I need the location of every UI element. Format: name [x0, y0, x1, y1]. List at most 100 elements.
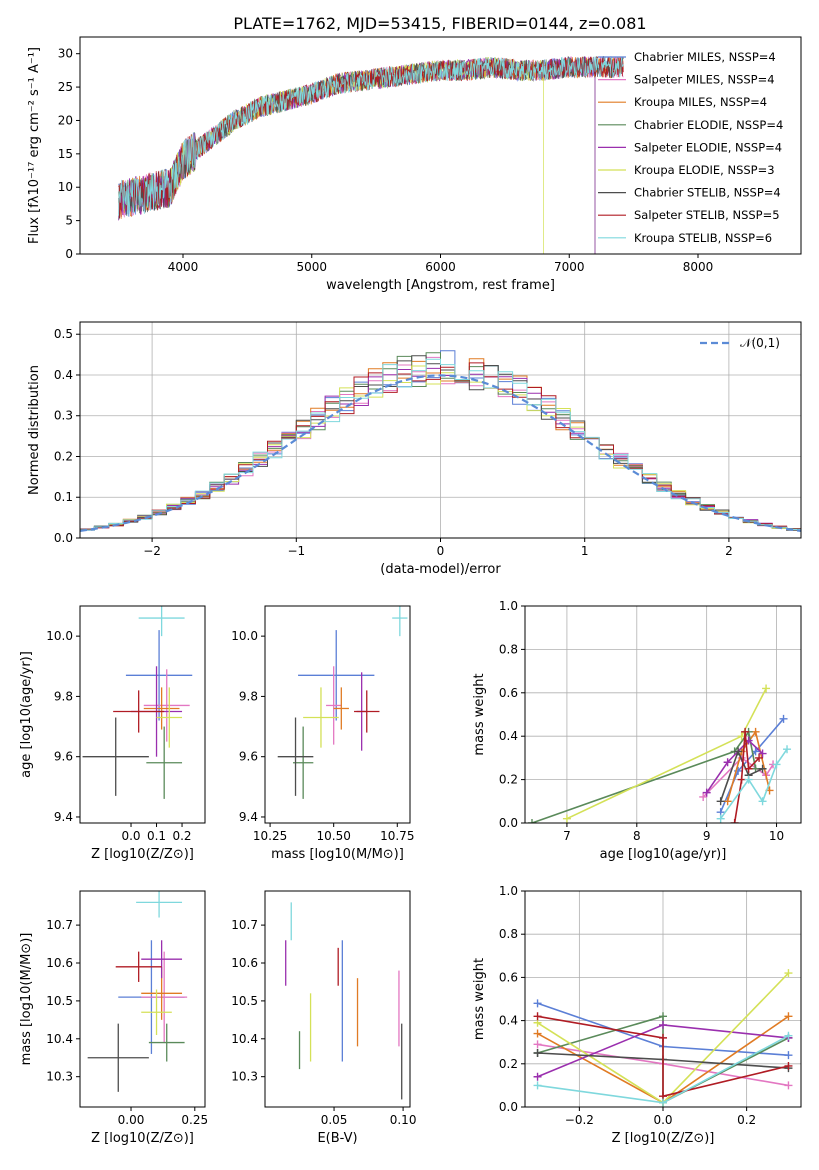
- ticks: −2 −1 0 1 2 0.0 0.1 0.2 0.3 0.4 0.5: [54, 327, 733, 558]
- spectrum-panel: 4000 5000 6000 7000 8000 0 5 10 15 20 25 30 waveleng…: [27, 36, 802, 293]
- y-tick-label: 10.4: [46, 1032, 73, 1046]
- y-tick-label: 9.8: [54, 689, 73, 703]
- y-tick-label: 0: [65, 247, 73, 261]
- x-tick-label: 7000: [554, 260, 585, 274]
- legend-label: Kroupa MILES, NSSP=4: [634, 95, 767, 109]
- massweight-marker-SalpeterSTELIB: [755, 753, 764, 762]
- massweight-marker-SalpeterMILES: [533, 1040, 542, 1049]
- legend-label: Kroupa STELIB, NSSP=6: [634, 231, 772, 245]
- massweight-marker-SalpeterMILES: [699, 792, 708, 801]
- massweight-marker-KroupaSTELIB: [744, 775, 753, 784]
- x-axis-label: Z [log10(Z/Z⊙)]: [91, 847, 194, 862]
- x-tick-label: 4000: [168, 260, 199, 274]
- x-tick-label: 9: [703, 829, 711, 843]
- y-tick-label: 9.8: [239, 689, 258, 703]
- x-axis-label: age [log10(age/yr)]: [600, 847, 727, 862]
- plot-area: [527, 684, 792, 823]
- y-tick-label: 0.8: [499, 642, 518, 656]
- ticks: 0.05 0.10 10.3 10.4 10.5 10.6 10.7: [231, 918, 416, 1127]
- massweight-marker-KroupaSTELIB: [533, 1081, 542, 1090]
- x-tick-label: 7: [563, 829, 571, 843]
- massweight-marker-SalpeterSTELIB: [659, 1033, 667, 1042]
- legend-label: Kroupa ELODIE, NSSP=3: [634, 163, 775, 177]
- spectrum-line-KroupaSTELIB: [118, 56, 624, 217]
- ticks: 7 8 9 10 0.0 0.2 0.4 0.6 0.8 1.0: [499, 599, 784, 843]
- legend-label: Chabrier STELIB, NSSP=4: [634, 186, 781, 200]
- massweight-marker-KroupaSTELIB: [784, 1031, 793, 1040]
- ticks: −0.2 0.0 0.2 0.0 0.2 0.4 0.6 0.8 1.0: [499, 884, 756, 1127]
- y-tick-label: 9.4: [239, 810, 258, 824]
- y-axis-label: age [log10(age/yr)]: [19, 651, 34, 778]
- x-tick-label: −0.2: [565, 1113, 594, 1127]
- x-tick-label: 0.2: [172, 829, 191, 843]
- x-axis-label: E(B-V): [317, 1131, 357, 1146]
- legend-label: Salpeter MILES, NSSP=4: [634, 73, 775, 87]
- x-tick-label: 10.75: [380, 829, 414, 843]
- x-tick-label: 0.00: [118, 1113, 145, 1127]
- spectrum-line-KroupaELODIE: [169, 57, 544, 254]
- mass-vs-metallicity-panel: 0.00 0.25 10.3 10.4 10.5 10.6 10.7 Z [log10(Z/Z…: [19, 890, 208, 1146]
- y-tick-label: 10.7: [231, 918, 258, 932]
- massweight-vs-age-panel: 7 8 9 10 0.0 0.2 0.4 0.6 0.8 1.0 age [log10(age/yr…: [472, 599, 802, 862]
- y-axis-label: Flux [fλ10⁻¹⁷ erg cm⁻² s⁻¹ A⁻¹]: [27, 47, 42, 244]
- massweight-marker-KroupaSTELIB: [783, 745, 792, 754]
- x-tick-label: 0.05: [321, 1113, 348, 1127]
- x-tick-label: 10.25: [253, 829, 287, 843]
- y-tick-label: 10.6: [46, 956, 73, 970]
- massweight-marker-SalpeterSTELIB: [784, 1061, 793, 1070]
- massweight-marker-SalpeterSTELIB: [533, 1012, 542, 1021]
- massweight-marker-SalpeterSTELIB: [730, 819, 739, 823]
- massweight-marker-SalpeterSTELIB: [737, 775, 746, 784]
- plot-frame: [524, 605, 802, 824]
- y-tick-label: 10.3: [46, 1070, 73, 1084]
- plot-frame: [264, 890, 411, 1108]
- plot-frame: [79, 890, 206, 1108]
- y-tick-label: 20: [58, 113, 73, 127]
- x-axis-label: Z [log10(Z/Z⊙)]: [91, 1131, 194, 1146]
- x-axis-label: Z [log10(Z/Z⊙)]: [612, 1131, 715, 1146]
- y-axis-label: mass [log10(M/M⊙)]: [19, 933, 34, 1066]
- massweight-marker-ChabrierMILES: [779, 714, 788, 723]
- massweight-marker-SalpeterELODIE: [533, 1072, 542, 1081]
- x-axis-label: (data-model)/error: [380, 562, 501, 577]
- y-tick-label: 9.6: [239, 750, 258, 764]
- y-tick-label: 10.5: [231, 994, 258, 1008]
- massweight-marker-KroupaELODIE: [784, 969, 793, 978]
- massweight-marker-SalpeterSTELIB: [741, 727, 750, 736]
- massweight-marker-ChabrierMILES: [533, 999, 542, 1008]
- x-tick-label: 6000: [425, 260, 456, 274]
- massweight-marker-ChabrierSTELIB: [758, 764, 767, 773]
- y-tick-label: 10.3: [231, 1070, 258, 1084]
- legend-label: 𝒩(0,1): [740, 336, 780, 350]
- massweight-marker-SalpeterMILES: [784, 1081, 793, 1090]
- y-tick-label: 10: [58, 180, 73, 194]
- legend-label: Chabrier MILES, NSSP=4: [634, 50, 776, 64]
- x-tick-label: 0.2: [737, 1113, 756, 1127]
- x-tick-label: 10.50: [317, 829, 351, 843]
- y-axis-label: Normed distribution: [27, 365, 42, 495]
- spectrum-legend: Chabrier MILES, NSSP=4 Salpeter MILES, NS…: [598, 50, 783, 245]
- y-tick-label: 5: [65, 214, 73, 228]
- massweight-marker-KroupaMILES: [723, 797, 732, 806]
- y-tick-label: 1.0: [499, 884, 518, 898]
- massweight-marker-SalpeterELODIE: [723, 758, 732, 767]
- x-tick-label: 0.0: [121, 829, 140, 843]
- ticks: 0.0 0.1 0.2 9.4 9.6 9.8 10.0: [46, 629, 191, 843]
- x-tick-label: 8000: [683, 260, 714, 274]
- y-tick-label: 10.0: [46, 629, 73, 643]
- x-tick-label: 10: [769, 829, 784, 843]
- massweight-marker-KroupaELODIE: [762, 684, 771, 693]
- y-tick-label: 10.0: [231, 629, 258, 643]
- massweight-marker-KroupaSTELIB: [716, 814, 725, 823]
- age-vs-mass-panel: 10.25 10.50 10.75 9.4 9.6 9.8 10.0 mass [log10(…: [231, 605, 414, 862]
- legend-label: Salpeter STELIB, NSSP=5: [634, 208, 780, 222]
- x-tick-label: 2: [725, 544, 733, 558]
- massweight-marker-ChabrierSTELIB: [533, 1049, 542, 1057]
- x-tick-label: 0.10: [390, 1113, 417, 1127]
- y-tick-label: 0.2: [499, 1057, 518, 1071]
- plot-frame: [79, 605, 206, 824]
- massweight-marker-KroupaELODIE: [562, 814, 571, 823]
- histogram-SalpeterSTELIB: [80, 362, 801, 533]
- massweight-marker-KroupaSTELIB: [659, 1098, 667, 1107]
